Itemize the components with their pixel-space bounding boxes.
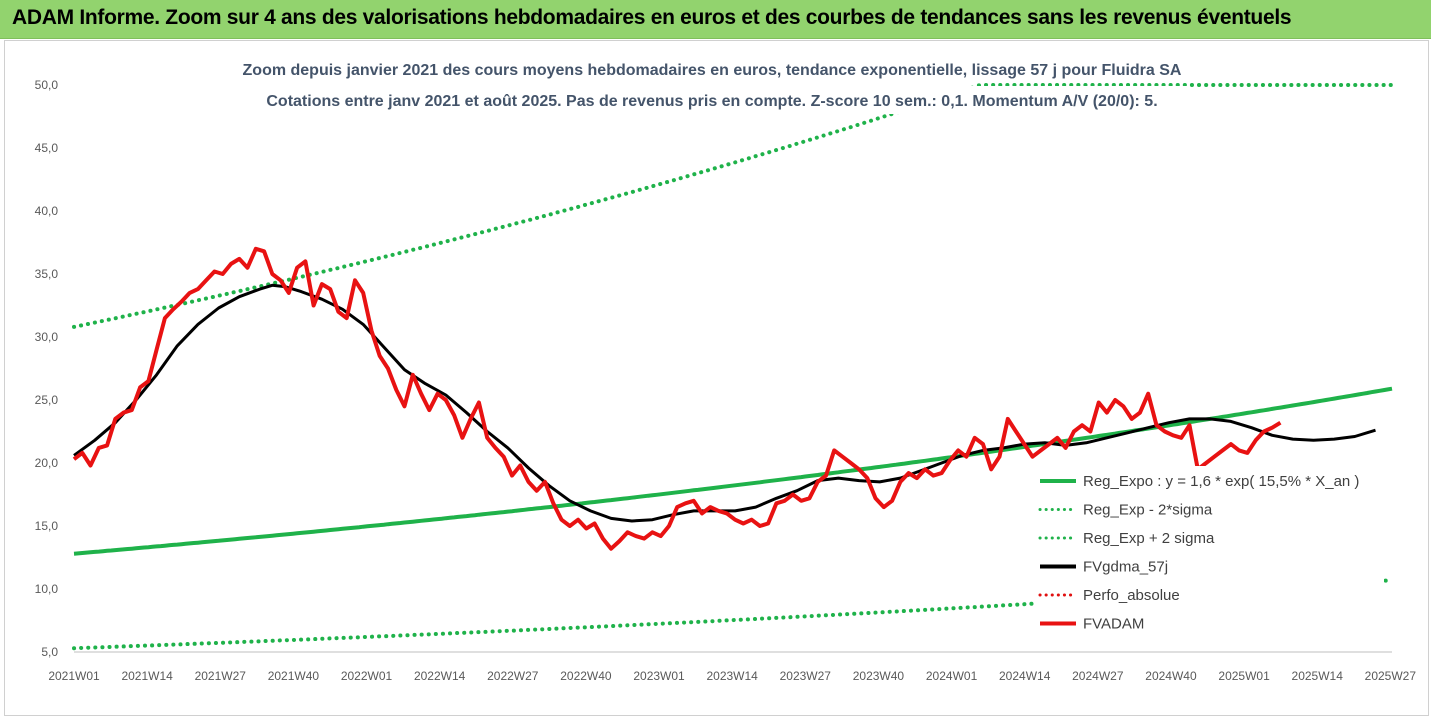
y-tick-label: 45,0 (35, 141, 59, 155)
y-tick-label: 15,0 (35, 519, 59, 533)
y-tick-label: 30,0 (35, 330, 59, 344)
legend-label: Reg_Exp + 2 sigma (1083, 530, 1215, 547)
x-tick-label: 2021W01 (48, 669, 100, 683)
legend-label: Reg_Expo : y = 1,6 * exp( 15,5% * X_an ) (1083, 473, 1359, 490)
y-tick-label: 25,0 (35, 393, 59, 407)
legend-label: Perfo_absolue (1083, 587, 1180, 604)
x-tick-label: 2023W27 (780, 669, 832, 683)
x-tick-label: 2022W27 (487, 669, 539, 683)
x-tick-label: 2023W40 (853, 669, 905, 683)
x-tick-label: 2021W14 (121, 669, 173, 683)
y-tick-label: 50,0 (35, 78, 59, 92)
x-tick-label: 2022W14 (414, 669, 466, 683)
reg-expo-line (73, 386, 1393, 556)
fvadam-line (72, 246, 1282, 551)
x-tick-label: 2023W14 (706, 669, 758, 683)
x-tick-label: 2023W01 (633, 669, 685, 683)
legend-background (1034, 466, 1384, 636)
chart-frame (4, 40, 1429, 716)
x-tick-label: 2022W01 (341, 669, 393, 683)
title-mask (240, 86, 1190, 114)
reg-plus-2sigma-line (72, 83, 1394, 329)
report-banner: ADAM Informe. Zoom sur 4 ans des valoris… (0, 0, 1431, 39)
x-axis: 2021W01 2021W14 2021W27 2021W40 2022W01 2022W… (48, 651, 1417, 683)
x-tick-label: 2024W27 (1072, 669, 1124, 683)
x-tick-label: 2025W14 (1292, 669, 1344, 683)
y-tick-label: 40,0 (35, 204, 59, 218)
x-tick-label: 2021W40 (268, 669, 320, 683)
y-tick-label: 10,0 (35, 582, 59, 596)
legend-label: FVADAM (1083, 616, 1144, 633)
y-tick-label: 5,0 (41, 645, 58, 659)
x-tick-label: 2021W27 (195, 669, 247, 683)
chart-legend: Reg_Expo : y = 1,6 * exp( 15,5% * X_an )… (1034, 466, 1384, 636)
x-tick-label: 2025W27 (1365, 669, 1417, 683)
y-tick-label: 20,0 (35, 456, 59, 470)
x-tick-label: 2022W40 (560, 669, 612, 683)
y-axis: 5,0 10,0 15,0 20,0 25,0 30,0 35,0 40,0 45,0 50,0 (35, 78, 59, 659)
legend-label: FVgdma_57j (1083, 559, 1168, 576)
series-lines (72, 83, 1394, 651)
x-tick-label: 2024W14 (999, 669, 1051, 683)
chart-subtitle: Cotations entre janv 2021 et août 2025. … (266, 93, 1157, 110)
y-tick-label: 35,0 (35, 267, 59, 281)
x-tick-label: 2025W01 (1218, 669, 1270, 683)
legend-label: Reg_Exp - 2*sigma (1083, 502, 1213, 519)
chart-title: Zoom depuis janvier 2021 des cours moyen… (243, 62, 1182, 79)
x-tick-label: 2024W40 (1145, 669, 1197, 683)
report-title: ADAM Informe. Zoom sur 4 ans des valoris… (12, 6, 1292, 29)
x-tick-label: 2024W01 (926, 669, 978, 683)
